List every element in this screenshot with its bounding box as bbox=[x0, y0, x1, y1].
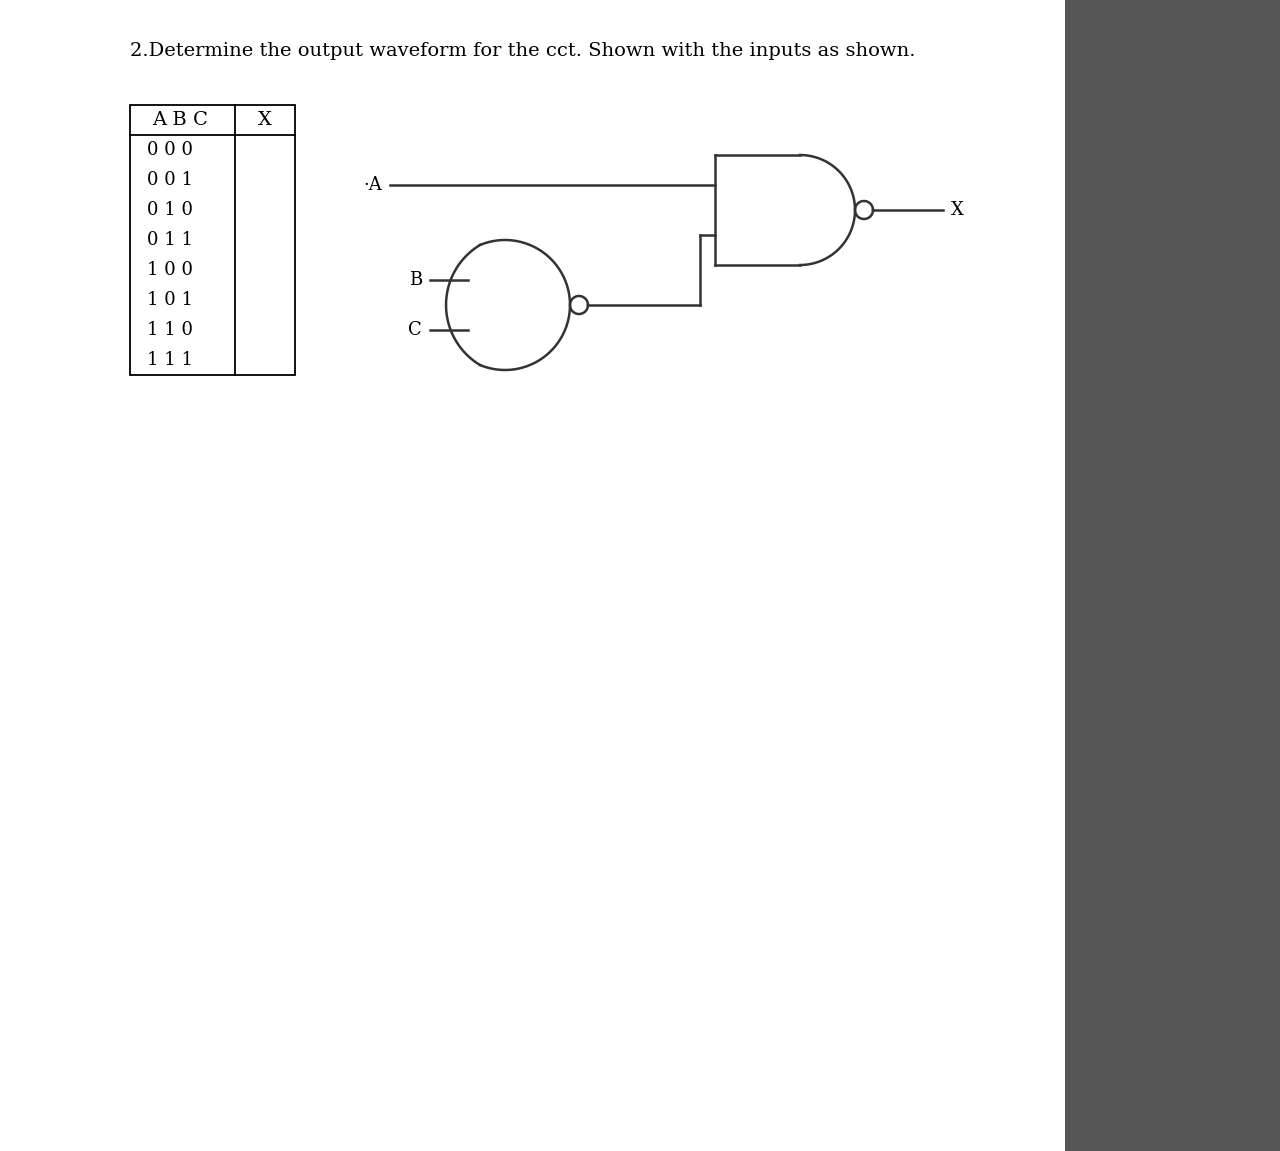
Text: X: X bbox=[951, 201, 964, 219]
Text: 1 0 0: 1 0 0 bbox=[147, 261, 193, 279]
Text: B: B bbox=[408, 270, 422, 289]
Text: 1 1 1: 1 1 1 bbox=[147, 351, 193, 369]
Bar bbox=[131, 105, 294, 375]
Text: 2.Determine the output waveform for the cct. Shown with the inputs as shown.: 2.Determine the output waveform for the … bbox=[131, 41, 915, 60]
Text: 1 1 0: 1 1 0 bbox=[147, 321, 193, 340]
Text: A B C: A B C bbox=[152, 110, 209, 129]
Bar bbox=[1065, 0, 1280, 1151]
Text: 1 0 1: 1 0 1 bbox=[147, 291, 193, 308]
Text: C: C bbox=[408, 321, 422, 340]
Text: 0 1 1: 0 1 1 bbox=[147, 231, 193, 249]
Text: 0 1 0: 0 1 0 bbox=[147, 201, 193, 219]
Text: 0 0 1: 0 0 1 bbox=[147, 171, 193, 189]
Text: 0 0 0: 0 0 0 bbox=[147, 142, 193, 159]
Text: ·A: ·A bbox=[364, 176, 381, 195]
Bar bbox=[0, 0, 1065, 1151]
Text: X: X bbox=[259, 110, 271, 129]
